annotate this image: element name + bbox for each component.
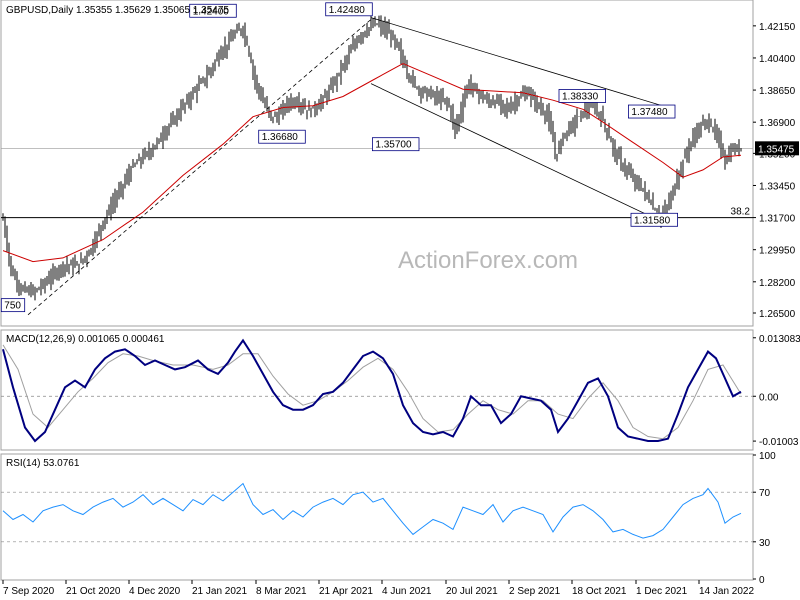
price-title: GBPUSD,Daily 1.35355 1.35629 1.35065 1.3… bbox=[6, 5, 229, 16]
price-tick-label: 1.38650 bbox=[759, 86, 796, 97]
rsi-tick-label: 70 bbox=[759, 488, 771, 499]
rsi-tick-label: 100 bbox=[759, 451, 776, 462]
macd-title: MACD(12,26,9) 0.001065 0.000461 bbox=[6, 334, 165, 345]
macd-line bbox=[2, 338, 742, 443]
price-tick-label: 1.31700 bbox=[759, 214, 796, 225]
last-price-tag bbox=[755, 141, 799, 156]
x-tick-label: 4 Jun 2021 bbox=[382, 586, 432, 597]
price-annotation: 1.36680 bbox=[258, 129, 306, 144]
x-tick-label: 21 Oct 2020 bbox=[66, 586, 121, 597]
macd-tick-label: -0.01003 bbox=[759, 437, 799, 448]
x-tick-label: 20 Jul 2021 bbox=[446, 586, 498, 597]
price-annotation: 1.38330 bbox=[558, 89, 606, 103]
annotation-label: 1.36680 bbox=[262, 132, 299, 143]
rsi-lines bbox=[1, 482, 753, 543]
price-annotation: 1.42400 bbox=[189, 3, 237, 18]
price-bars bbox=[2, 14, 742, 301]
annotation-label: 1.37480 bbox=[631, 107, 668, 118]
x-tick-label: 21 Jan 2021 bbox=[192, 586, 247, 597]
price-tick-label: 1.33450 bbox=[759, 181, 796, 192]
macd-signal-line bbox=[2, 344, 742, 440]
annotation-label: 1.42480 bbox=[329, 5, 366, 16]
moving-average bbox=[2, 62, 742, 263]
price-tick-label: 1.36900 bbox=[759, 118, 796, 129]
trend-lines bbox=[27, 17, 669, 316]
annotation-box bbox=[0, 298, 26, 313]
x-axis: 7 Sep 2020 21 Oct 2020 4 Dec 2020 21 Jan 20… bbox=[2, 580, 754, 597]
x-tick-label: 7 Sep 2020 bbox=[3, 586, 55, 597]
annotation-box bbox=[630, 212, 678, 227]
trend-line bbox=[370, 17, 669, 108]
rsi-line bbox=[2, 482, 742, 539]
macd-tick-label: 0.00 bbox=[759, 392, 779, 403]
price-axis: 1.421501.404001.386501.369001.352001.334… bbox=[753, 22, 799, 320]
rsi-panel-frame bbox=[0, 453, 754, 581]
price-tick-label: 1.42150 bbox=[759, 22, 796, 33]
price-tick-label: 1.28200 bbox=[759, 278, 796, 289]
price-reference-lines: 38.2 bbox=[1, 148, 753, 219]
x-tick-label: 2 Sep 2021 bbox=[509, 586, 561, 597]
x-tick-label: 1 Dec 2021 bbox=[636, 586, 688, 597]
trend-line bbox=[370, 83, 662, 222]
annotation-label: 1.42400 bbox=[193, 6, 230, 17]
rsi-axis: 100 70 30 0 bbox=[753, 451, 776, 586]
ma-line bbox=[2, 62, 742, 263]
macd-panel-frame bbox=[0, 329, 754, 451]
annotation-label: 1.31580 bbox=[634, 215, 671, 226]
price-annotation: 1.35700 bbox=[371, 137, 420, 152]
annotation-box bbox=[258, 129, 306, 144]
rsi-tick-label: 0 bbox=[759, 575, 765, 586]
macd-tick-label: 0.013083 bbox=[759, 334, 800, 345]
annotation-box bbox=[325, 2, 373, 17]
annotation-box bbox=[189, 3, 237, 18]
x-tick-label: 8 Mar 2021 bbox=[256, 586, 307, 597]
watermark: ActionForex.com bbox=[398, 247, 578, 274]
price-annotation: 1.42480 bbox=[325, 2, 373, 17]
last-price-label: 1.35475 bbox=[758, 144, 795, 155]
price-annotation: 1.37480 bbox=[628, 104, 676, 119]
rsi-tick-label: 30 bbox=[759, 538, 771, 549]
annotation-label: 750 bbox=[4, 301, 21, 312]
price-tick-label: 1.40400 bbox=[759, 54, 796, 65]
trend-line bbox=[27, 19, 372, 316]
annotation-box bbox=[371, 137, 420, 152]
fib-label: 38.2 bbox=[731, 207, 751, 218]
annotation-box bbox=[628, 104, 676, 119]
price-annotations: 1.42400 1.42480 1.36680 1.38330 1.35700 1.374… bbox=[0, 2, 678, 313]
price-tick-label: 1.29950 bbox=[759, 246, 796, 257]
annotation-box bbox=[558, 89, 606, 103]
price-tick-label: 1.26500 bbox=[759, 309, 796, 320]
x-tick-label: 14 Jan 2022 bbox=[699, 586, 754, 597]
x-tick-label: 4 Dec 2020 bbox=[129, 586, 181, 597]
rsi-title: RSI(14) 53.0761 bbox=[6, 458, 80, 469]
price-annotation: 1.31580 bbox=[630, 212, 678, 227]
macd-axis: 0.013083 0.00 -0.01003 bbox=[753, 334, 800, 448]
annotation-label: 1.35700 bbox=[375, 140, 412, 151]
price-annotation: 750 bbox=[0, 298, 26, 313]
x-tick-label: 21 Apr 2021 bbox=[319, 586, 373, 597]
price-panel-frame bbox=[0, 0, 754, 327]
macd-lines bbox=[1, 338, 753, 443]
annotation-label: 1.38330 bbox=[562, 91, 599, 102]
x-tick-label: 18 Oct 2021 bbox=[572, 586, 627, 597]
